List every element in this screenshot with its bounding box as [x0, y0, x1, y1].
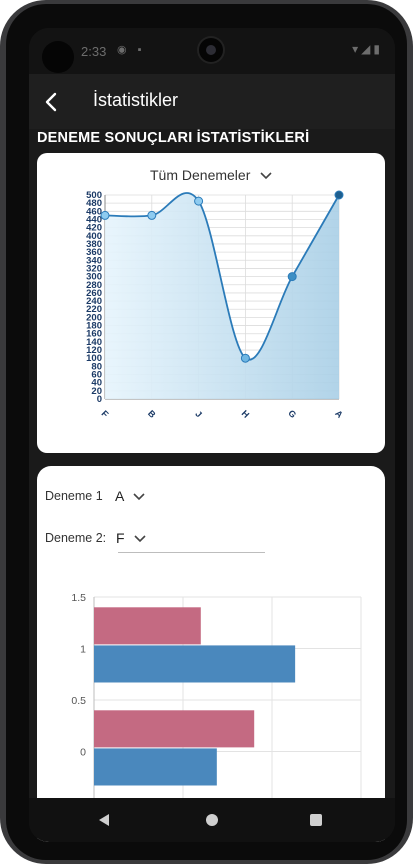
y-tick-label: 320 [86, 263, 102, 274]
area-fill [105, 192, 339, 399]
exam1-dropdown[interactable]: A [115, 488, 146, 504]
area-chart-card: Tüm Denemeler 0 20 40 60 80 100 120 140 160 180 20… [37, 153, 385, 453]
y-tick-label: 0 [97, 394, 102, 405]
page-title: İstatistikler [93, 90, 179, 110]
comparison-card: Deneme 1 A Deneme 2: F 050100150-0.500.5… [37, 466, 385, 842]
x-tick-label: G [286, 408, 298, 420]
x-tick-label: A [333, 408, 345, 420]
y-tick-label: 500 [86, 190, 102, 201]
y-tick-label: 140 [86, 337, 102, 348]
exam1-value: A [115, 488, 124, 504]
screen: 2:33 ◉ ▪ ▾◢▮ İstatistikler DENEME SONUÇL… [29, 28, 395, 842]
y-tick-label: 420 [86, 223, 102, 234]
y-tick-label: 360 [86, 247, 102, 258]
camera-lens-icon [199, 38, 223, 62]
bar-chart: 050100150-0.500.511.5 [68, 592, 370, 822]
nav-recents-icon[interactable] [310, 814, 322, 826]
y-tick-label: 80 [91, 361, 102, 372]
y-tick-label: 340 [86, 255, 102, 266]
nav-back-icon[interactable] [99, 814, 109, 826]
bar [94, 607, 201, 645]
data-point [100, 210, 110, 220]
status-time: 2:33 [81, 44, 107, 59]
data-point [334, 190, 344, 200]
exam-filter-value: Tüm Denemeler [150, 167, 251, 183]
y-tick-label: 1 [80, 644, 86, 656]
y-tick-label: 440 [86, 214, 102, 225]
chevron-down-icon [133, 493, 146, 501]
bar [94, 645, 296, 683]
exam1-label: Deneme 1 [45, 489, 103, 503]
area-chart: 0204060801001201401601802002202402602803… [86, 190, 345, 420]
front-camera-cutout [42, 41, 74, 73]
signal-battery-icons: ▾◢▮ [352, 42, 383, 56]
y-tick-label: 0.5 [71, 695, 86, 707]
data-point [194, 196, 204, 206]
y-tick-label: 380 [86, 239, 102, 250]
data-point [287, 272, 297, 282]
chevron-down-icon [134, 535, 147, 543]
y-tick-label: 1.5 [71, 592, 86, 604]
y-tick-label: 160 [86, 329, 102, 340]
nav-home-icon[interactable] [206, 814, 218, 826]
y-tick-label: 260 [86, 288, 102, 299]
section-title: DENEME SONUÇLARI İSTATİSTİKLERİ [37, 130, 310, 146]
y-tick-label: 180 [86, 321, 102, 332]
y-tick-label: 120 [86, 345, 102, 356]
y-tick-label: 280 [86, 280, 102, 291]
y-tick-label: 240 [86, 296, 102, 307]
x-tick-label: H [240, 408, 252, 420]
y-tick-label: 400 [86, 231, 102, 242]
exam2-underline [118, 552, 265, 553]
exam2-dropdown[interactable]: F [116, 530, 147, 546]
back-arrow-icon[interactable] [39, 89, 65, 115]
chevron-down-icon [260, 172, 272, 180]
y-tick-label: 20 [91, 386, 102, 397]
bar [94, 748, 217, 786]
data-point [147, 210, 157, 220]
phone-bezel: 2:33 ◉ ▪ ▾◢▮ İstatistikler DENEME SONUÇL… [6, 4, 407, 860]
x-tick-label: B [146, 408, 158, 420]
exam2-label: Deneme 2: [45, 531, 107, 545]
y-tick-label: 480 [86, 198, 102, 209]
y-tick-label: 100 [86, 353, 102, 364]
y-tick-label: 0 [80, 747, 86, 759]
notification-icons: ◉ ▪ [117, 44, 146, 56]
x-tick-label: J [193, 409, 204, 420]
y-tick-label: 40 [91, 378, 102, 389]
y-tick-label: 460 [86, 206, 102, 217]
y-tick-label: 60 [91, 370, 102, 381]
y-tick-label: 220 [86, 304, 102, 315]
exam2-value: F [116, 530, 125, 546]
app-bar: İstatistikler [29, 74, 395, 129]
data-point [240, 353, 250, 363]
system-nav-bar [29, 798, 395, 842]
x-tick-label: F [100, 409, 111, 420]
bar [94, 710, 255, 748]
y-tick-label: 300 [86, 272, 102, 283]
exam-filter-dropdown[interactable]: Tüm Denemeler [150, 167, 272, 183]
status-bar: 2:33 ◉ ▪ ▾◢▮ [29, 28, 395, 74]
y-tick-label: 200 [86, 312, 102, 323]
